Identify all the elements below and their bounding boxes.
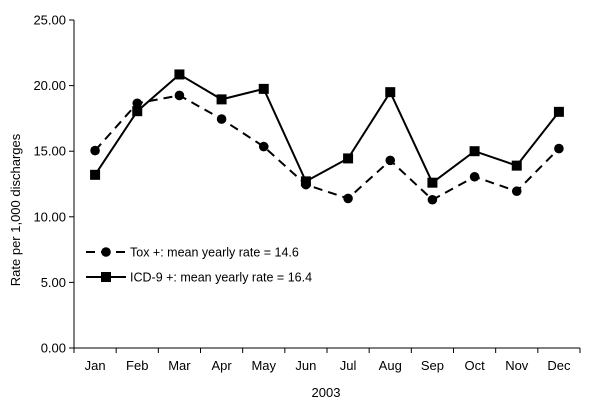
legend-label: Tox +: mean yearly rate = 14.6 bbox=[130, 246, 299, 260]
y-tick-label: 20.00 bbox=[33, 78, 66, 93]
square-data-point bbox=[174, 69, 185, 80]
x-tick-label: Aug bbox=[379, 358, 402, 373]
circle-data-point bbox=[174, 90, 185, 101]
x-tick-label: Jan bbox=[85, 358, 106, 373]
square-data-point bbox=[553, 106, 564, 117]
square-data-point bbox=[300, 176, 311, 187]
square-data-point bbox=[469, 146, 480, 157]
x-tick-label: Nov bbox=[505, 358, 529, 373]
circle-data-point bbox=[554, 143, 564, 154]
y-axis-title: Rate per 1,000 discharges bbox=[8, 133, 23, 286]
y-tick-label: 10.00 bbox=[33, 209, 66, 224]
series-1 bbox=[90, 90, 564, 205]
legend-square-marker bbox=[101, 272, 111, 282]
legend: Tox +: mean yearly rate = 14.6 ICD-9 +: m… bbox=[86, 246, 312, 285]
legend-entry: Tox +: mean yearly rate = 14.6 bbox=[86, 246, 299, 260]
square-data-point bbox=[343, 153, 354, 164]
x-axis-title: 2003 bbox=[312, 385, 341, 400]
legend-label: ICD-9 +: mean yearly rate = 16.4 bbox=[130, 271, 312, 285]
square-data-point bbox=[132, 106, 143, 117]
legend-entry: ICD-9 +: mean yearly rate = 16.4 bbox=[86, 271, 312, 285]
series-2 bbox=[90, 69, 564, 188]
x-tick-label: Jul bbox=[340, 358, 357, 373]
square-data-point bbox=[385, 87, 396, 98]
y-tick-label: 0.00 bbox=[41, 341, 66, 356]
series-line bbox=[94, 94, 560, 201]
circle-data-point bbox=[132, 98, 143, 109]
square-data-point bbox=[258, 83, 269, 94]
circle-data-point bbox=[511, 186, 522, 197]
x-tick-label: Apr bbox=[211, 358, 232, 373]
series-line bbox=[94, 73, 560, 185]
legend-circle-marker bbox=[101, 247, 111, 257]
x-axis: Jan Feb Mar Apr May Jun Jul Aug Sep Oct Nov Dec bbox=[73, 347, 581, 373]
x-tick-label: May bbox=[251, 358, 276, 373]
x-tick-label: Oct bbox=[464, 358, 485, 373]
y-tick-label: 25.00 bbox=[33, 13, 66, 28]
x-tick-label: Sep bbox=[421, 358, 444, 373]
circle-data-point bbox=[385, 155, 396, 166]
circle-data-point bbox=[90, 145, 100, 156]
y-tick-label: 15.00 bbox=[33, 144, 66, 159]
y-axis: 0.00 5.00 10.00 15.00 20.00 25.00 bbox=[33, 13, 75, 356]
series-layer bbox=[90, 69, 564, 205]
x-tick-label: Dec bbox=[547, 358, 571, 373]
circle-data-point bbox=[427, 194, 438, 205]
square-data-point bbox=[511, 160, 522, 171]
x-tick-label: Mar bbox=[168, 358, 191, 373]
x-tick-label: Jun bbox=[295, 358, 316, 373]
square-data-point bbox=[90, 169, 101, 180]
y-tick-label: 5.00 bbox=[41, 275, 66, 290]
circle-data-point bbox=[216, 114, 227, 124]
circle-data-point bbox=[343, 193, 353, 204]
square-data-point bbox=[216, 94, 227, 105]
x-tick-label: Feb bbox=[126, 358, 148, 373]
square-data-point bbox=[427, 177, 438, 188]
circle-data-point bbox=[469, 171, 480, 182]
circle-data-point bbox=[258, 141, 269, 152]
